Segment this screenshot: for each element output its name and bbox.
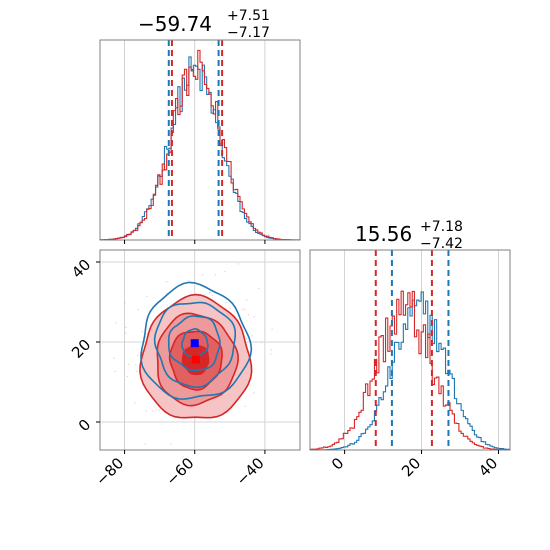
scatter-point bbox=[187, 279, 189, 282]
tick-label-x: −80 bbox=[92, 454, 127, 489]
scatter-point bbox=[247, 313, 250, 316]
hist-1-ticks bbox=[124, 240, 266, 244]
scatter-point bbox=[214, 274, 217, 276]
scatter-point bbox=[135, 364, 137, 366]
scatter-point bbox=[125, 332, 127, 334]
scatter-point bbox=[152, 410, 154, 412]
scatter-point bbox=[211, 294, 214, 296]
scatter-point bbox=[146, 333, 148, 335]
panel-hist-1 bbox=[99, 39, 301, 244]
title-2-minus: −7.42 bbox=[420, 236, 463, 252]
scatter-point bbox=[253, 316, 255, 318]
hist-1-frame bbox=[99, 39, 301, 241]
contour-line-red bbox=[156, 312, 240, 407]
tick-label-x: −40 bbox=[233, 454, 268, 489]
marker-square bbox=[190, 339, 199, 348]
hist-1-series bbox=[99, 49, 301, 241]
scatter-point bbox=[251, 335, 254, 337]
scatter-point bbox=[244, 405, 246, 408]
tick-label-x: 0 bbox=[328, 454, 347, 473]
scatter-point bbox=[244, 308, 246, 311]
hist-2-frame bbox=[309, 249, 511, 451]
scatter-point bbox=[155, 409, 158, 411]
hist-2-ticks: 0 20 40 bbox=[328, 450, 501, 480]
scatter-point bbox=[124, 302, 126, 304]
scatter-point bbox=[245, 337, 248, 340]
tick-label-x: 40 bbox=[475, 454, 501, 480]
scatter-point bbox=[241, 309, 244, 311]
tick-label-x: −60 bbox=[162, 454, 197, 489]
scatter-point bbox=[203, 293, 206, 296]
scatter-point bbox=[246, 299, 248, 301]
title-1-value: −59.74 bbox=[138, 12, 212, 36]
title-param-1: −59.74 +7.51 −7.17 bbox=[138, 8, 270, 41]
hist-1-grid bbox=[124, 40, 266, 240]
scatter-point bbox=[201, 274, 204, 276]
scatter-point bbox=[166, 292, 168, 294]
scatter-point bbox=[209, 291, 211, 293]
scatter-point bbox=[128, 363, 130, 366]
scatter-point bbox=[136, 370, 138, 373]
title-1-plus: +7.51 bbox=[227, 8, 270, 24]
histogram-series-line bbox=[99, 56, 301, 241]
histogram-series-line bbox=[309, 291, 511, 451]
contour-frame bbox=[99, 249, 301, 451]
contour-line-blue bbox=[140, 281, 253, 400]
contour-line-blue bbox=[167, 315, 221, 372]
hist-1-quantile-lines bbox=[167, 40, 224, 240]
scatter-point bbox=[145, 410, 147, 412]
scatter-point bbox=[257, 287, 260, 290]
panel-contour: −80 −60 −40 0 20 40 bbox=[68, 249, 301, 489]
contour-lines bbox=[139, 281, 253, 419]
scatter-point bbox=[146, 295, 148, 298]
scatter-point bbox=[229, 307, 232, 309]
title-2-value: 15.56 bbox=[355, 222, 412, 246]
scatter-point bbox=[166, 281, 168, 283]
scatter-point bbox=[144, 443, 146, 445]
tick-label-x: 20 bbox=[398, 454, 424, 480]
scatter-point bbox=[224, 270, 226, 273]
scatter-point bbox=[237, 263, 240, 265]
scatter-point bbox=[125, 326, 127, 329]
scatter-point bbox=[137, 354, 139, 357]
scatter-point bbox=[170, 443, 173, 445]
scatter-point bbox=[158, 409, 160, 411]
title-2-plus: +7.18 bbox=[420, 219, 463, 235]
scatter-point bbox=[126, 375, 129, 378]
scatter-point bbox=[134, 402, 136, 404]
scatter-point bbox=[115, 321, 117, 324]
contour-line-blue bbox=[180, 328, 209, 358]
hist-2-series bbox=[309, 290, 511, 451]
contour-markers bbox=[190, 339, 200, 364]
marker-square bbox=[191, 355, 200, 364]
scatter-point bbox=[141, 330, 143, 333]
title-1-minus: −7.17 bbox=[227, 25, 270, 41]
histogram-series-line bbox=[99, 49, 301, 241]
contour-line-blue bbox=[153, 301, 237, 389]
scatter-point bbox=[253, 392, 255, 394]
scatter-point bbox=[137, 308, 139, 311]
scatter-point bbox=[225, 302, 227, 304]
hist-2-quantile-lines bbox=[374, 250, 450, 450]
tick-label-y: 40 bbox=[68, 256, 94, 282]
title-param-2: 15.56 +7.18 −7.42 bbox=[355, 219, 463, 252]
scatter-point bbox=[113, 357, 115, 359]
scatter-point bbox=[270, 353, 272, 355]
tick-label-y: 20 bbox=[68, 336, 94, 362]
scatter-point bbox=[270, 349, 272, 351]
panel-hist-2: 0 20 40 bbox=[309, 249, 511, 480]
scatter-point bbox=[271, 328, 273, 331]
contour-line-red bbox=[181, 344, 210, 376]
scatter-point bbox=[208, 292, 211, 294]
tick-label-y: 0 bbox=[75, 416, 94, 435]
scatter-point bbox=[261, 341, 263, 343]
histogram-series-line bbox=[309, 290, 511, 451]
scatter-point bbox=[114, 370, 116, 373]
